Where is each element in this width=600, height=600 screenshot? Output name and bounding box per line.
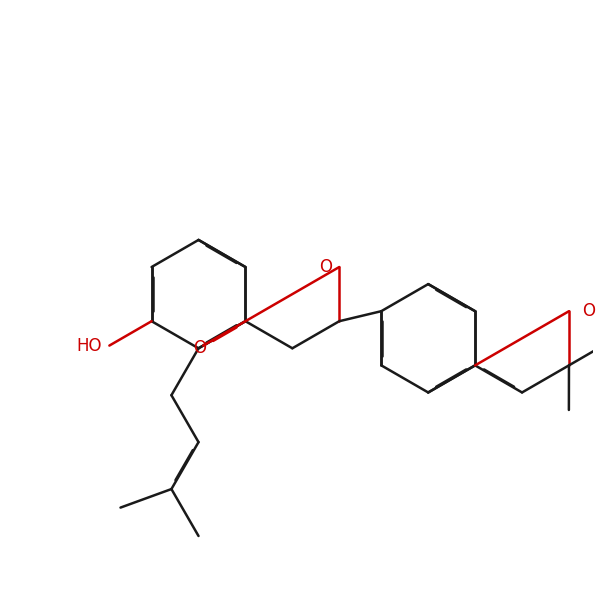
Text: HO: HO xyxy=(77,337,102,355)
Text: O: O xyxy=(193,339,206,357)
Text: O: O xyxy=(319,258,332,276)
Text: O: O xyxy=(582,302,595,320)
